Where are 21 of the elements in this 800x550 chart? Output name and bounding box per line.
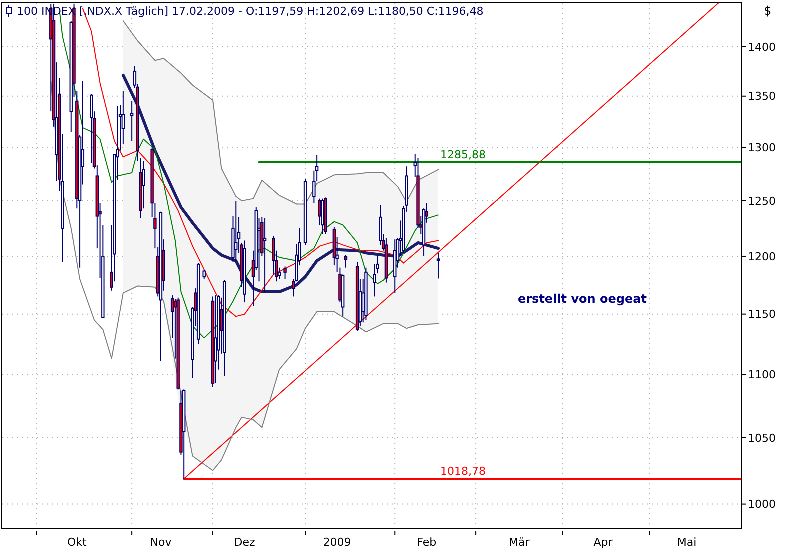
y-tick-label: 1200 <box>748 250 776 264</box>
annotation: erstellt von oegeat <box>518 292 648 306</box>
annotation: 1285,88 <box>440 148 486 162</box>
x-tick-label: Mär <box>509 536 530 549</box>
x-tick-label: 2009 <box>323 536 352 549</box>
x-tick-label: Feb <box>417 536 437 549</box>
y-tick-label: 1050 <box>748 432 776 445</box>
y-tick-label: 1000 <box>748 498 776 512</box>
x-tick-label: Dez <box>234 536 256 549</box>
y-tick-label: 1250 <box>748 194 776 208</box>
y-tick-label: 1350 <box>748 90 776 104</box>
x-tick-label: Apr <box>594 536 614 549</box>
x-tick-label: Nov <box>150 536 172 549</box>
x-tick-label: Okt <box>67 536 88 549</box>
y-tick-label: 1100 <box>748 368 776 382</box>
y-tick-label: 1150 <box>748 308 776 322</box>
x-tick-label: Mai <box>677 536 697 549</box>
y-tick-label: 1300 <box>748 142 776 155</box>
y-axis-title: $ <box>764 4 772 18</box>
annotation: 1018,78 <box>440 465 486 478</box>
y-tick-label: 1400 <box>748 40 776 54</box>
